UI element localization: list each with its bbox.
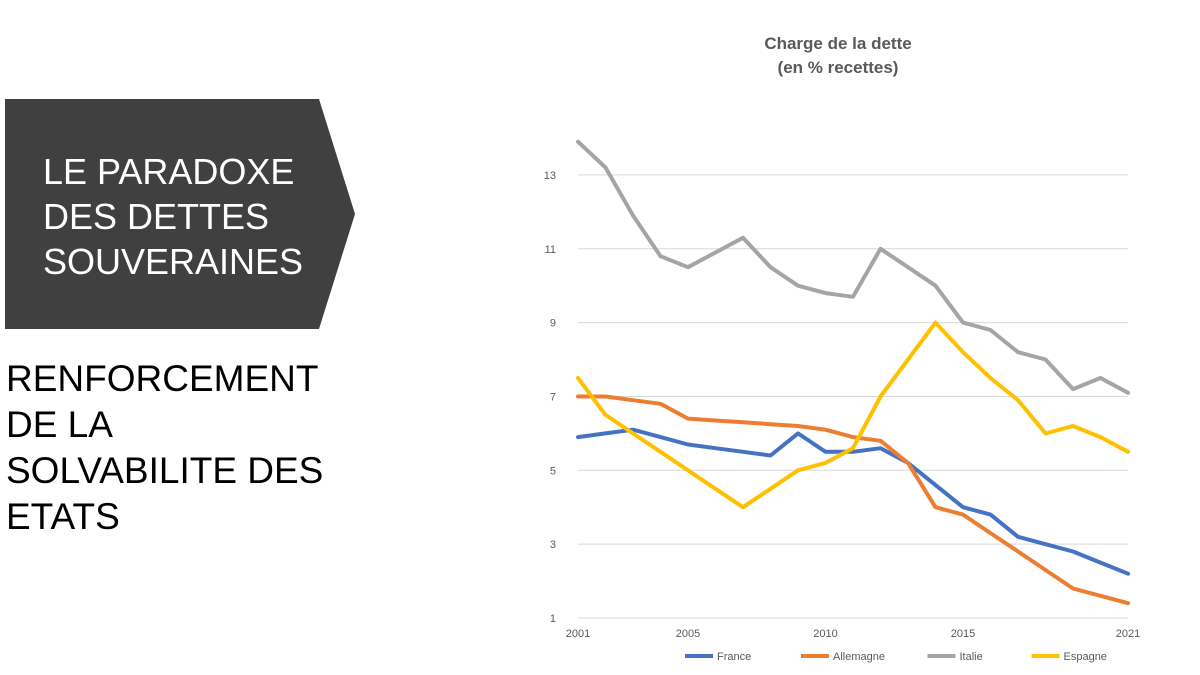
- y-tick-label: 5: [550, 465, 556, 477]
- x-tick-label: 2001: [566, 628, 590, 640]
- series-line-france: [576, 427, 1130, 576]
- x-tick-label: 2015: [951, 628, 975, 640]
- y-tick-label: 1: [550, 613, 556, 625]
- y-tick-label: 11: [545, 244, 556, 256]
- chart-title-line: Charge de la dette: [764, 34, 911, 53]
- y-tick-label: 7: [550, 391, 556, 403]
- chart-container: Charge de la dette (en % recettes) 1 3 5 7 9 11…: [520, 20, 1160, 670]
- banner-arrow-shape: [5, 99, 355, 329]
- y-tick-label: 9: [550, 318, 556, 330]
- y-tick-label: 13: [544, 170, 556, 182]
- x-tick-label: 2021: [1116, 628, 1140, 640]
- series-line-espagne: [576, 320, 1130, 510]
- series-line-allemagne: [576, 394, 1130, 606]
- title-banner: LE PARADOXE DES DETTES SOUVERAINES: [5, 99, 355, 329]
- slide-subtitle: RENFORCEMENT DE LA SOLVABILITE DES ETATS: [6, 358, 324, 537]
- line-chart: Charge de la dette(en % recettes)1357911…: [544, 34, 1140, 663]
- legend-label: France: [717, 651, 751, 663]
- legend-label: Espagne: [1064, 651, 1107, 663]
- banner-title: LE PARADOXE DES DETTES SOUVERAINES: [43, 151, 304, 282]
- x-tick-label: 2005: [676, 628, 700, 640]
- y-tick-label: 3: [550, 539, 556, 551]
- chart-title-line: (en % recettes): [778, 58, 899, 77]
- x-tick-label: 2010: [813, 628, 837, 640]
- legend-label: Italie: [960, 651, 983, 663]
- series-line-italie: [576, 139, 1130, 395]
- legend-label: Allemagne: [833, 651, 885, 663]
